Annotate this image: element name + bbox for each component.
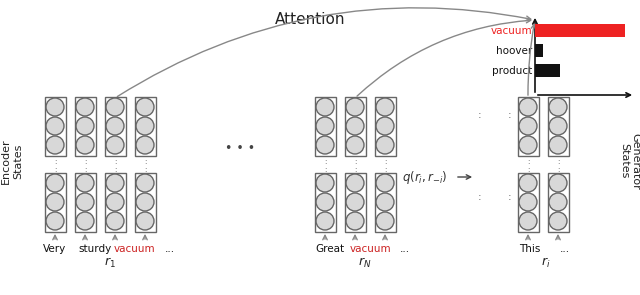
Text: ...: ... (560, 244, 570, 254)
Text: Encoder
States: Encoder States (1, 138, 23, 184)
Circle shape (549, 98, 567, 116)
Text: vacuum: vacuum (349, 244, 391, 254)
Circle shape (549, 136, 567, 154)
Text: :
:: : : (384, 159, 386, 173)
Circle shape (316, 136, 334, 154)
Text: :
:: : : (527, 159, 529, 173)
Circle shape (346, 117, 364, 135)
Circle shape (346, 212, 364, 230)
Circle shape (316, 117, 334, 135)
Text: ...: ... (400, 244, 410, 254)
Text: :: : (478, 110, 482, 120)
Circle shape (549, 212, 567, 230)
Bar (535, 64, 560, 77)
Circle shape (519, 212, 537, 230)
Text: This: This (519, 244, 541, 254)
Circle shape (346, 136, 364, 154)
Circle shape (136, 212, 154, 230)
Text: vacuum: vacuum (490, 25, 532, 35)
Circle shape (549, 117, 567, 135)
Text: Great: Great (316, 244, 344, 254)
Circle shape (136, 117, 154, 135)
Circle shape (519, 193, 537, 211)
Circle shape (106, 174, 124, 192)
Text: :
:: : : (84, 159, 86, 173)
Text: :: : (478, 192, 482, 202)
Circle shape (376, 212, 394, 230)
Circle shape (136, 136, 154, 154)
Circle shape (106, 212, 124, 230)
Text: :
:: : : (354, 159, 356, 173)
Text: sturdy: sturdy (78, 244, 111, 254)
Circle shape (346, 174, 364, 192)
Text: vacuum: vacuum (114, 244, 156, 254)
Text: • • •: • • • (225, 142, 255, 155)
Text: :
:: : : (557, 159, 559, 173)
Circle shape (106, 193, 124, 211)
Circle shape (136, 98, 154, 116)
Circle shape (549, 193, 567, 211)
Circle shape (76, 98, 94, 116)
Text: Attention: Attention (275, 12, 345, 27)
Circle shape (76, 174, 94, 192)
Text: :: : (508, 110, 512, 120)
Circle shape (376, 193, 394, 211)
Circle shape (519, 98, 537, 116)
Bar (535, 24, 625, 37)
Circle shape (136, 174, 154, 192)
Circle shape (76, 193, 94, 211)
Text: :
:: : : (144, 159, 146, 173)
Circle shape (76, 117, 94, 135)
Circle shape (316, 174, 334, 192)
Text: :
:: : : (324, 159, 326, 173)
Circle shape (46, 193, 64, 211)
Circle shape (519, 136, 537, 154)
Circle shape (376, 98, 394, 116)
Text: :
:: : : (114, 159, 116, 173)
Text: $r_i$: $r_i$ (541, 256, 551, 270)
Circle shape (316, 212, 334, 230)
Circle shape (549, 174, 567, 192)
Circle shape (376, 136, 394, 154)
Text: Generator
States: Generator States (620, 133, 640, 189)
Text: :
:: : : (54, 159, 56, 173)
Text: :: : (508, 192, 512, 202)
Circle shape (346, 98, 364, 116)
Circle shape (346, 193, 364, 211)
Text: ...: ... (165, 244, 175, 254)
Circle shape (76, 212, 94, 230)
Text: Very: Very (44, 244, 67, 254)
Bar (535, 44, 543, 57)
Text: $r_1$: $r_1$ (104, 256, 116, 270)
Text: $q(r_i, r_{-i})$: $q(r_i, r_{-i})$ (403, 168, 448, 186)
Text: hoover: hoover (496, 45, 532, 55)
Text: product: product (492, 65, 532, 76)
Circle shape (316, 98, 334, 116)
Circle shape (46, 136, 64, 154)
Text: $r_N$: $r_N$ (358, 256, 372, 270)
Circle shape (316, 193, 334, 211)
Circle shape (46, 98, 64, 116)
Circle shape (136, 193, 154, 211)
Circle shape (106, 98, 124, 116)
Circle shape (106, 136, 124, 154)
Circle shape (519, 174, 537, 192)
Circle shape (376, 117, 394, 135)
Circle shape (76, 136, 94, 154)
Circle shape (519, 117, 537, 135)
Circle shape (46, 117, 64, 135)
Circle shape (376, 174, 394, 192)
Circle shape (46, 174, 64, 192)
Circle shape (106, 117, 124, 135)
Circle shape (46, 212, 64, 230)
